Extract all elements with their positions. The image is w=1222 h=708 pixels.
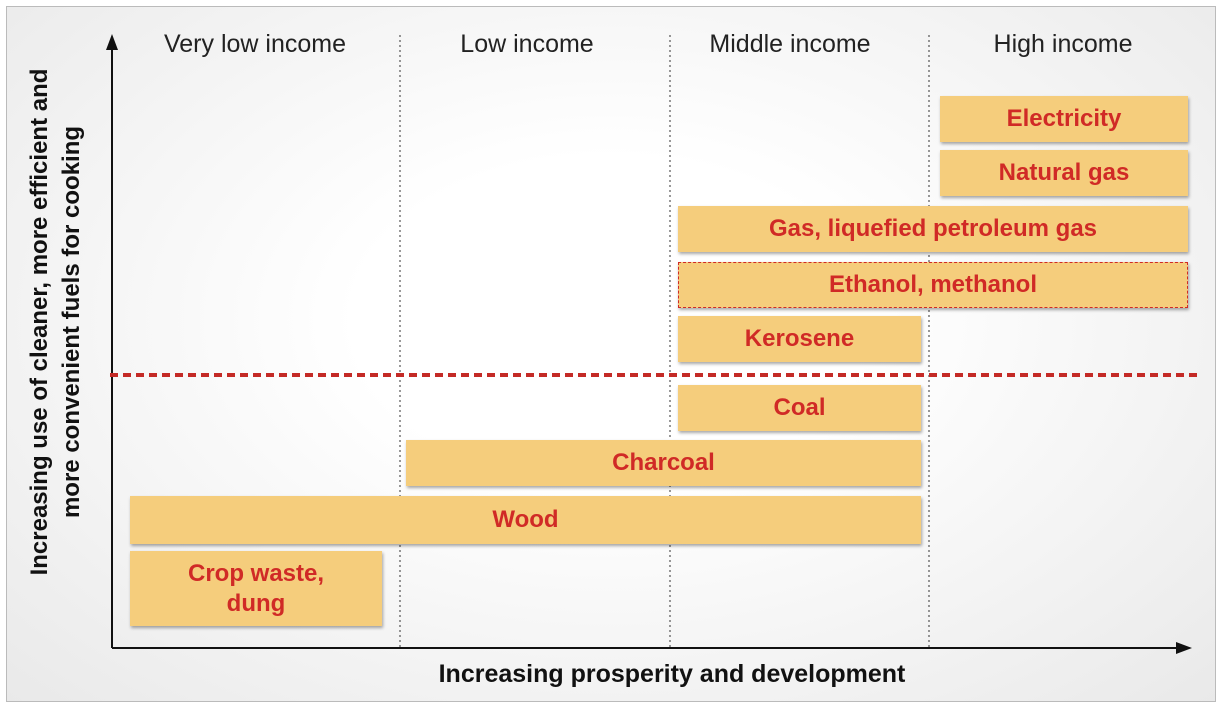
x-arrow: [1176, 642, 1192, 654]
fuel-box: Crop waste, dung: [130, 551, 382, 626]
fuel-box: Ethanol, methanol: [678, 262, 1188, 308]
fuel-label: Wood: [492, 506, 559, 533]
fuel-box: Natural gas: [940, 150, 1188, 196]
y-arrow: [106, 34, 118, 50]
x-axis-label: Increasing prosperity and development: [438, 660, 906, 688]
fuel-label: Coal: [773, 394, 826, 421]
fuel-box: Kerosene: [678, 316, 921, 362]
fuel-label: Gas, liquefied petroleum gas: [768, 215, 1098, 242]
y-axis-label: more convenient fuels for cooking: [58, 125, 85, 519]
column-label: High income: [993, 30, 1133, 58]
fuel-label: Kerosene: [744, 325, 855, 352]
fuel-box: Coal: [678, 385, 921, 431]
fuel-label: Ethanol, methanol: [828, 271, 1037, 298]
column-label: Very low income: [163, 30, 347, 58]
fuel-label: Crop waste,: [187, 559, 325, 587]
column-label: Middle income: [709, 30, 871, 58]
fuel-label: Electricity: [1006, 105, 1122, 132]
fuel-box: Gas, liquefied petroleum gas: [678, 206, 1188, 252]
fuel-box: Electricity: [940, 96, 1188, 142]
column-label: Low income: [460, 30, 594, 58]
fuel-box: Wood: [130, 496, 921, 544]
fuel-label: Charcoal: [612, 449, 715, 476]
fuel-label: Natural gas: [998, 159, 1130, 186]
y-axis-label: Increasing use of cleaner, more efficien…: [26, 68, 53, 576]
fuel-box: Charcoal: [406, 440, 921, 486]
fuel-label: dung: [226, 589, 286, 617]
